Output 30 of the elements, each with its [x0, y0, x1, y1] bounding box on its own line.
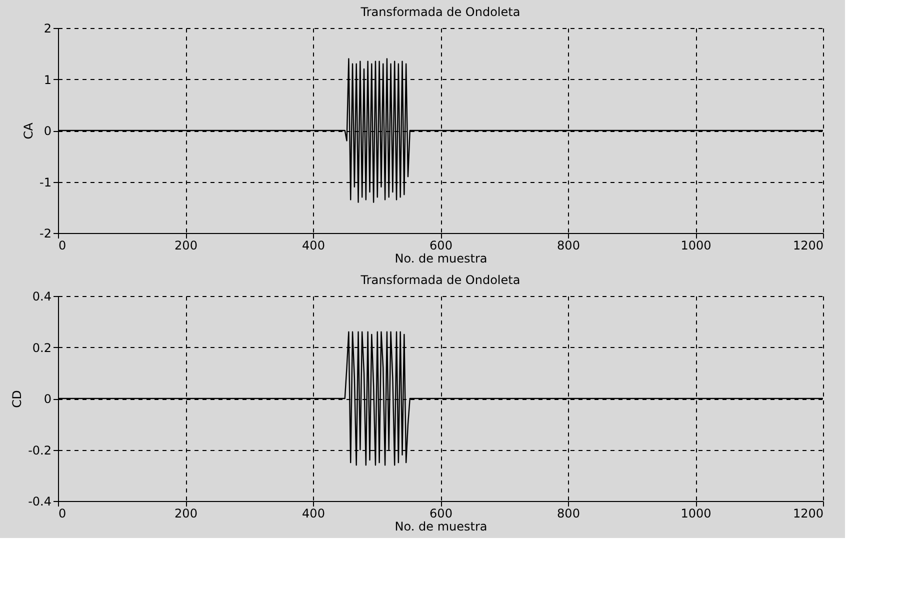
- y-tick-label: 1: [44, 72, 52, 87]
- y-tick-label: 0.4: [32, 290, 52, 304]
- y-tick-label: 0: [44, 124, 52, 138]
- y-tick-label: 0: [44, 392, 52, 406]
- x-tick-label: 200: [174, 238, 198, 252]
- chart-title: Transformada de Ondoleta: [360, 5, 520, 19]
- x-axis-title: No. de muestra: [394, 520, 488, 534]
- x-tick-label: 1200: [792, 238, 824, 252]
- y-tick-label: -0.2: [28, 443, 52, 458]
- y-tick-label: -1: [40, 175, 52, 190]
- x-tick-label: 400: [302, 506, 325, 520]
- y-axis-title: CA: [22, 122, 36, 140]
- x-tick-label: 800: [557, 506, 580, 520]
- y-tick-label: 0.2: [32, 340, 52, 355]
- x-tick-label: 1200: [792, 506, 824, 520]
- x-tick-label: 0: [58, 506, 66, 520]
- x-tick-label: 800: [557, 238, 580, 252]
- x-tick-label: 600: [430, 238, 452, 252]
- x-axis-title: No. de muestra: [394, 252, 488, 266]
- x-tick-label: 200: [174, 506, 198, 520]
- y-tick-label: -0.4: [28, 494, 52, 508]
- y-tick-label: 2: [44, 22, 52, 36]
- x-tick-label: 1000: [680, 238, 712, 252]
- y-tick-label: -2: [40, 226, 52, 240]
- chart-title: Transformada de Ondoleta: [360, 273, 520, 287]
- x-tick-label: 1000: [680, 506, 712, 520]
- x-tick-label: 0: [58, 238, 66, 252]
- x-tick-label: 400: [302, 238, 325, 252]
- y-axis-title: CD: [10, 390, 24, 408]
- x-tick-label: 600: [430, 506, 452, 520]
